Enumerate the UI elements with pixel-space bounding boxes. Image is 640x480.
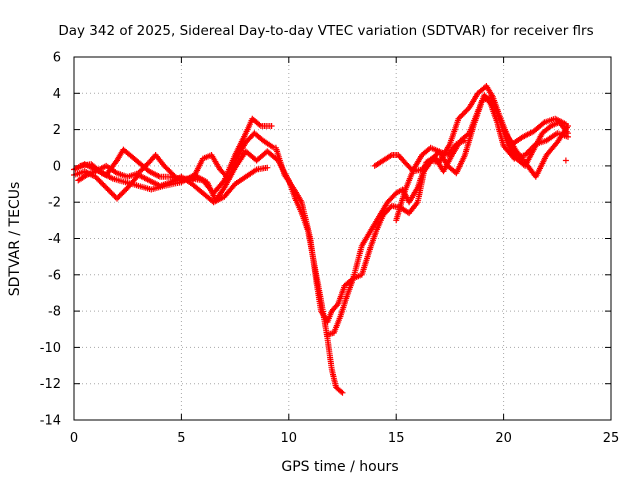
- y-tick-label: -14: [40, 414, 61, 429]
- y-tick-label: -4: [48, 232, 61, 247]
- x-tick-labels: 0 5 10 15 20 25: [70, 431, 619, 446]
- series-satellite-track-4: [77, 148, 346, 396]
- plot-frame: [73, 56, 612, 421]
- y-tick-label: 2: [53, 123, 61, 138]
- data-point-markers: [500, 115, 569, 148]
- series-satellite-track-9: [500, 115, 569, 148]
- data-point-markers: [77, 148, 346, 396]
- x-tick-label: 25: [603, 431, 620, 446]
- y-tick-label: 4: [53, 87, 61, 102]
- chart-title: Day 342 of 2025, Sidereal Day-to-day VTE…: [58, 23, 593, 39]
- series-satellite-track-8: [393, 93, 571, 224]
- data-series: [71, 83, 571, 396]
- y-tick-label: -12: [40, 377, 61, 392]
- data-point-markers: [393, 93, 571, 224]
- y-tick-label: 6: [53, 51, 61, 66]
- x-tick-label: 20: [495, 431, 512, 446]
- y-tick-labels: -14 -12 -10 -8 -6 -4 -2 0 2 4 6: [40, 51, 61, 429]
- series-outlier: [562, 157, 569, 164]
- y-tick-label: -2: [48, 196, 61, 211]
- x-tick-label: 0: [70, 431, 78, 446]
- x-tick-label: 5: [177, 431, 185, 446]
- y-tick-label: -8: [48, 305, 61, 320]
- y-axis-label: SDTVAR / TECUs: [7, 182, 23, 297]
- y-tick-label: 0: [53, 159, 61, 174]
- y-tick-label: -6: [48, 268, 61, 283]
- x-axis-label: GPS time / hours: [281, 459, 398, 475]
- data-point-markers: [562, 157, 569, 164]
- x-tick-label: 15: [388, 431, 405, 446]
- x-tick-label: 10: [281, 431, 298, 446]
- grid-lines: [74, 57, 611, 420]
- y-tick-label: -10: [40, 341, 61, 356]
